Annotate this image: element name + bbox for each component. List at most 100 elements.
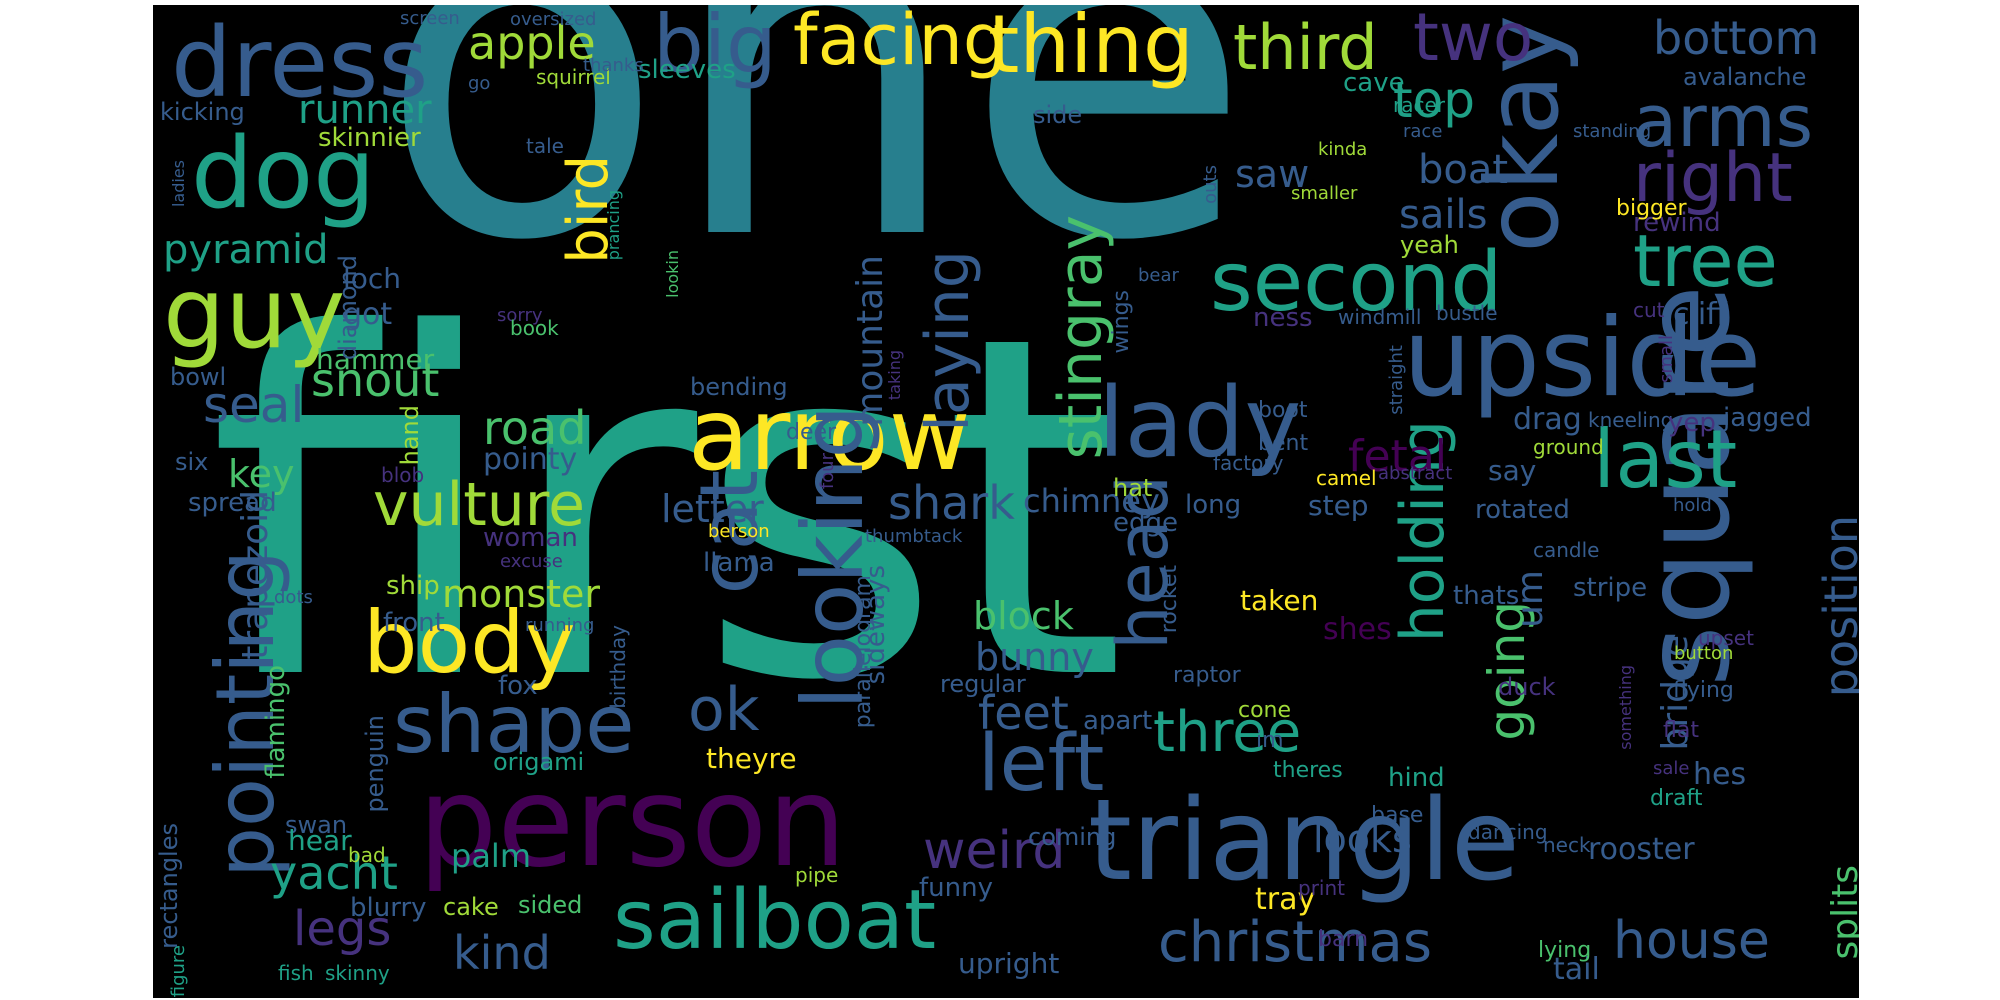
cloud-word: boat [1418,147,1509,193]
cloud-word: seal [203,376,305,434]
cloud-word: feet [978,686,1069,740]
cloud-word: kind [453,926,551,980]
cloud-word: prancing [604,190,623,261]
cloud-word: guy [163,257,346,371]
cloud-word: shes [1323,612,1392,647]
cloud-word: kicking [160,98,245,126]
cloud-word: camel [1316,466,1377,490]
cloud-word: thanks [583,55,644,76]
cloud-word: neck [1543,833,1591,857]
cloud-word: bustle [1436,301,1498,325]
cloud-word: arms [1633,79,1814,163]
cloud-word: runner [298,87,432,133]
cloud-word: draft [1650,786,1703,811]
cloud-word: arrow [688,376,971,493]
cloud-word: bent [1258,431,1309,456]
cloud-word: racer [1393,93,1446,117]
cloud-word: person [418,750,847,895]
cloud-word: tail [1553,952,1600,987]
cloud-word: thumbtack [865,526,963,547]
cloud-word: im [1256,728,1284,753]
cloud-word: four [817,453,838,490]
cloud-word: figure [168,945,189,998]
word-cloud: one first person triangle square upside arrow s… [153,5,1859,998]
cloud-word: skinny [325,961,390,985]
cloud-word: kneeling [1588,408,1674,432]
cloud-word: sailboat [613,873,937,968]
cloud-word: wings [1109,290,1134,354]
cloud-word: rewind [1633,208,1721,238]
cloud-word: thats [1453,581,1520,611]
cloud-word: button [1674,643,1734,664]
cloud-word: squirrel [536,65,611,89]
cloud-word: ness [1253,303,1313,333]
cloud-word: rooster [1588,832,1695,867]
cloud-word: fish [278,961,314,985]
cloud-word: hind [1388,763,1445,793]
cloud-word: right [1633,139,1793,218]
cloud-word: spread [188,488,277,518]
cloud-word: splits [1825,865,1859,960]
cloud-word: tray [1255,882,1316,917]
cloud-word: cliff [1673,297,1727,332]
cloud-word: regular [940,670,1026,698]
cloud-word: stripe [1573,573,1648,603]
cloud-word: top [1393,71,1475,129]
cloud-word: cake [443,893,499,921]
cloud-word: penguin [361,715,389,813]
cloud-word: legs [293,901,392,957]
cloud-word: apple [468,16,596,70]
cloud-word: theres [1273,758,1343,783]
cloud-word: tree [1633,219,1778,303]
cloud-word: key [228,452,295,496]
cloud-word: deer [786,420,837,445]
cloud-word: go [468,73,491,94]
cloud-word: book [510,316,559,340]
cloud-word: ok [688,675,760,745]
cloud-word: taken [1240,584,1319,617]
cloud-word: llama [703,548,775,578]
cloud-word: rocket [1157,565,1182,634]
cloud-word: something [1616,665,1635,750]
cloud-word: dots [274,587,313,608]
cloud-word: fetal [1348,431,1447,482]
cloud-word: hear [288,824,352,857]
cloud-word: smaller [1291,183,1358,204]
cloud-word: rotated [1475,495,1570,525]
cloud-word: avalanche [1683,63,1807,91]
cloud-word: flying [1673,678,1734,703]
cloud-word: cone [1238,698,1292,723]
cloud-word: loch [343,262,402,295]
cloud-word: big [653,5,777,91]
cloud-word: long [1185,490,1242,520]
cloud-word: laying [913,250,983,432]
cloud-word: theyre [706,742,797,775]
cloud-word: dancing [1468,820,1548,844]
cloud-word: screen [400,8,460,29]
cloud-word: drag [1513,402,1582,437]
cloud-word: facing [793,5,1008,81]
cloud-word: duck [1498,673,1556,701]
cloud-word: dress [171,7,429,119]
cloud-word: upset [1698,626,1754,650]
cloud-word: yep [1668,408,1716,438]
cloud-word: sale [1653,758,1690,779]
cloud-word: two [1413,5,1534,76]
cloud-word: yeah [1400,231,1459,259]
cloud-word: block [973,594,1074,638]
cloud-word: bending [690,373,788,401]
cloud-word: saw [1235,152,1310,196]
cloud-word: race [1403,121,1443,142]
cloud-word: mountain [850,255,891,427]
cloud-word: straight [1386,345,1407,415]
cloud-word: chimney [1023,482,1160,520]
cloud-word: house [1613,911,1770,971]
cloud-word: hes [1693,757,1747,792]
cloud-word: print [1298,876,1345,900]
cloud-word: third [1233,11,1378,84]
cloud-word: origami [493,748,585,776]
cloud-word: boot [1258,398,1308,423]
cloud-word: bad [348,843,386,867]
cloud-word: factory [1213,451,1284,475]
cloud-word: three [1153,700,1302,765]
